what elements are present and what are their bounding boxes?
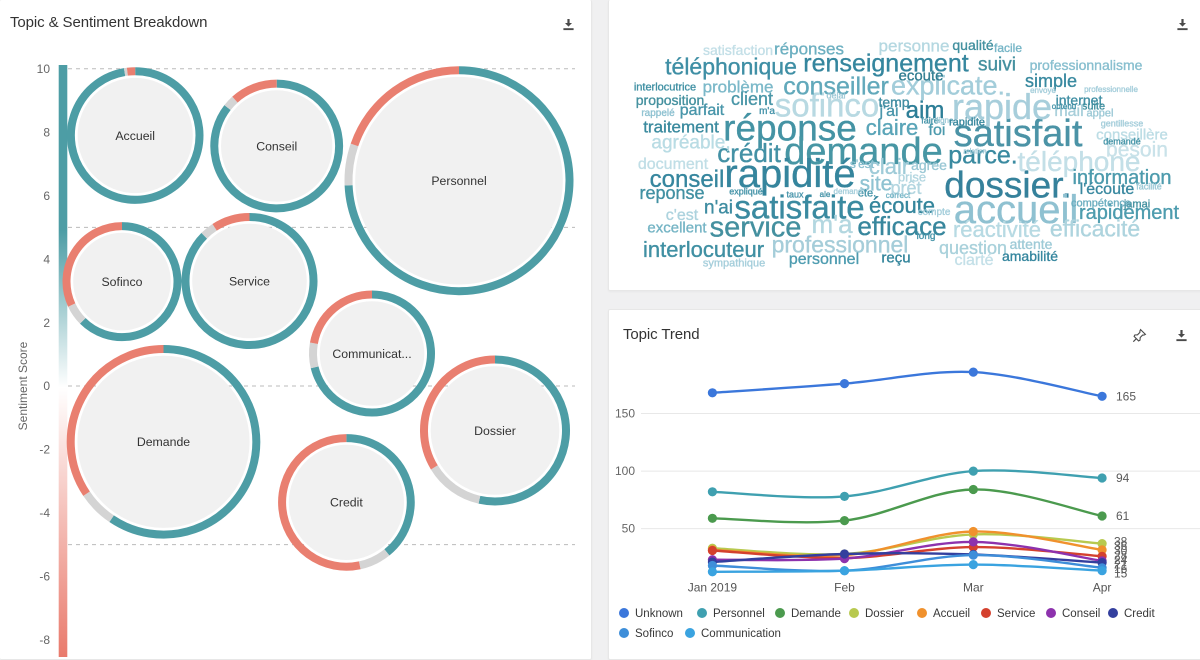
svg-text:24: 24 [1114,553,1128,567]
svg-text:Accueil: Accueil [115,129,155,143]
svg-text:8: 8 [43,125,50,139]
svg-text:15: 15 [1114,567,1128,581]
svg-text:100: 100 [615,464,635,478]
svg-text:38: 38 [1114,535,1128,549]
svg-text:30: 30 [1114,544,1128,558]
svg-text:Jan 2019: Jan 2019 [688,581,738,595]
svg-text:Personnel: Personnel [431,174,486,188]
svg-text:Apr: Apr [1093,581,1112,595]
svg-text:Credit: Credit [330,496,363,510]
svg-text:Mar: Mar [963,581,984,595]
svg-text:150: 150 [615,407,635,421]
svg-text:36: 36 [1114,539,1128,553]
svg-text:-2: -2 [39,443,50,457]
svg-text:4: 4 [43,252,50,266]
svg-text:61: 61 [1116,509,1130,523]
svg-text:-8: -8 [39,633,50,647]
svg-text:Feb: Feb [834,581,855,595]
svg-text:Service: Service [229,274,270,288]
svg-text:50: 50 [622,522,636,536]
svg-text:94: 94 [1116,471,1130,485]
svg-text:Conseil: Conseil [256,139,297,153]
svg-text:28: 28 [1114,548,1128,562]
svg-text:Communicat...: Communicat... [332,347,411,361]
svg-text:21: 21 [1114,558,1128,572]
svg-text:-4: -4 [39,506,50,520]
svg-text:16: 16 [1114,562,1128,576]
svg-text:0: 0 [43,379,50,393]
svg-text:Sofinco: Sofinco [101,275,142,289]
svg-text:-6: -6 [39,570,50,584]
svg-text:2: 2 [43,316,50,330]
svg-text:Dossier: Dossier [474,424,516,438]
svg-text:6: 6 [43,189,50,203]
svg-text:Demande: Demande [137,435,190,449]
svg-text:165: 165 [1116,389,1136,403]
svg-text:10: 10 [37,62,51,76]
